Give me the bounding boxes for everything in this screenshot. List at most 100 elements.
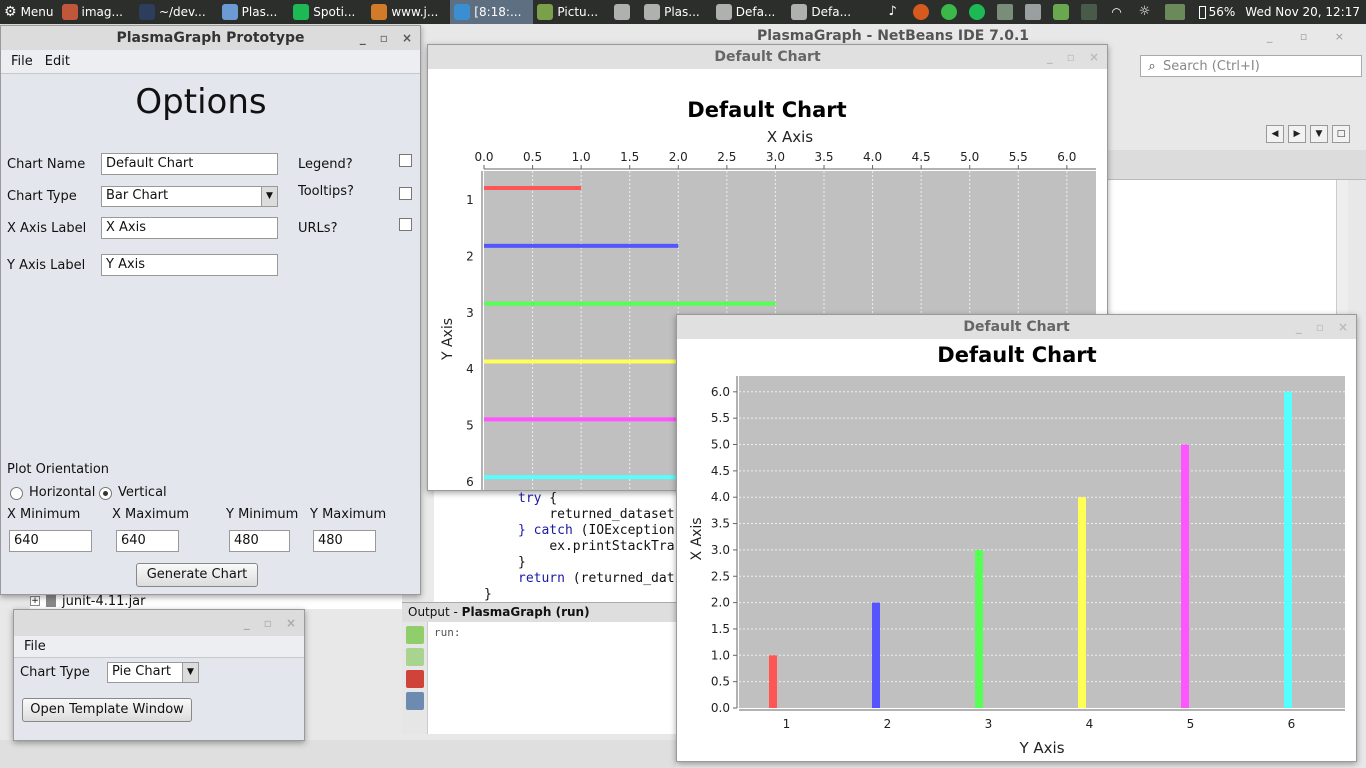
template-window-titlebar[interactable]: _ ▫ × <box>14 610 304 636</box>
editor-area[interactable] <box>1100 180 1336 315</box>
maximize-editor-icon[interactable]: □ <box>1332 125 1350 143</box>
app-icon <box>614 4 631 20</box>
vertical-radio[interactable] <box>99 487 112 500</box>
code-text: } <box>518 555 526 570</box>
netbeans-search-field[interactable]: ⌕ Search (Ctrl+I) <box>1140 55 1362 77</box>
vertical-label: Vertical <box>118 485 167 500</box>
chart-title: Default Chart <box>687 98 846 122</box>
expand-icon[interactable]: + <box>30 596 40 606</box>
open-template-window-button[interactable]: Open Template Window <box>22 698 192 722</box>
scroll-left-icon[interactable]: ◀ <box>1266 125 1284 143</box>
chevron-down-icon[interactable]: ▼ <box>182 663 198 682</box>
taskbar-app[interactable]: Defa... <box>712 0 788 24</box>
taskbar-app[interactable]: Plas... <box>640 0 712 24</box>
taskbar-app[interactable]: Pictu... <box>533 0 610 24</box>
taskbar-app[interactable]: Spoti... <box>289 0 367 24</box>
minimize-icon[interactable]: _ <box>243 616 250 630</box>
wifi-icon[interactable]: ◠ <box>1111 5 1122 19</box>
bar <box>1181 444 1189 708</box>
menu-edit[interactable]: Edit <box>44 54 70 69</box>
music-icon[interactable]: ♪ <box>888 4 897 19</box>
legend-checkbox[interactable] <box>399 154 412 167</box>
taskbar-app[interactable]: [8:18:... <box>450 0 534 24</box>
horizontal-radio[interactable] <box>10 487 23 500</box>
dropbox-icon[interactable] <box>1080 4 1097 20</box>
netbeans-window-controls[interactable]: _ ▫ × <box>1266 30 1356 43</box>
menu-file[interactable]: File <box>11 54 33 69</box>
brightness-icon[interactable]: ☼ <box>1138 4 1151 19</box>
scroll-right-icon[interactable]: ▶ <box>1288 125 1306 143</box>
close-icon[interactable]: × <box>1337 320 1348 334</box>
template-chart-type-select[interactable]: Pie Chart ▼ <box>107 662 199 683</box>
x-min-field[interactable]: 640 <box>9 530 92 552</box>
horizontal-chart-titlebar[interactable]: Default Chart _ ▫ × <box>428 45 1107 69</box>
category-label: 6 <box>1288 717 1296 731</box>
code-line: try { <box>518 491 557 506</box>
tick-label: 1.5 <box>711 622 730 636</box>
taskbar-app[interactable]: ~/dev... <box>135 0 218 24</box>
bar <box>769 655 777 708</box>
minimize-icon[interactable]: _ <box>359 31 366 45</box>
chart-type-select[interactable]: Bar Chart ▼ <box>101 186 278 207</box>
bar <box>1078 497 1086 708</box>
taskbar-app[interactable]: Defa... <box>787 0 863 24</box>
y-min-field[interactable]: 480 <box>229 530 290 552</box>
monitor-icon[interactable] <box>996 4 1013 20</box>
urls-checkbox[interactable] <box>399 218 412 231</box>
battery-icon[interactable] <box>1198 5 1206 19</box>
document-list-icon[interactable]: ▼ <box>1310 125 1328 143</box>
menu-button[interactable]: ⚙ Menu <box>0 0 58 24</box>
close-icon[interactable]: × <box>401 31 412 45</box>
y-axis-field[interactable]: Y Axis <box>101 254 278 276</box>
minimize-icon[interactable]: _ <box>1295 320 1302 334</box>
spotify-icon[interactable] <box>968 4 985 20</box>
rerun-with-params-icon[interactable] <box>406 648 424 666</box>
category-label: 4 <box>1086 717 1094 731</box>
jar-icon <box>46 595 56 607</box>
output-toolbar <box>402 622 428 734</box>
settings-icon[interactable] <box>406 692 424 710</box>
taskbar-app-label: Plas... <box>241 5 278 19</box>
shield-icon[interactable] <box>1052 4 1069 20</box>
chart-name-label: Chart Name <box>7 157 86 172</box>
check-icon[interactable] <box>940 4 957 20</box>
close-tray-icon[interactable] <box>912 4 929 20</box>
x-max-field[interactable]: 640 <box>116 530 179 552</box>
code-editor[interactable]: try { returned_dataset} catch (IOExcepti… <box>420 490 676 602</box>
taskbar-app[interactable]: Plas... <box>218 0 290 24</box>
rerun-icon[interactable] <box>406 626 424 644</box>
taskbar-app[interactable]: imag... <box>58 0 135 24</box>
generate-chart-button[interactable]: Generate Chart <box>136 563 258 587</box>
editor-scrollbar[interactable] <box>1336 180 1348 315</box>
taskbar-app[interactable]: www.j... <box>367 0 450 24</box>
options-window-titlebar[interactable]: PlasmaGraph Prototype _ ▫ × <box>1 26 420 50</box>
chevron-down-icon[interactable]: ▼ <box>261 187 277 206</box>
tick-label: 1.5 <box>620 150 639 164</box>
category-label: 3 <box>985 717 993 731</box>
tick-label: 6.0 <box>1057 150 1076 164</box>
x-axis-field[interactable]: X Axis <box>101 217 278 239</box>
y-max-field[interactable]: 480 <box>313 530 376 552</box>
vertical-chart-titlebar[interactable]: Default Chart _ ▫ × <box>677 315 1356 339</box>
output-panel-header[interactable]: Output - PlasmaGraph (run) <box>402 602 676 622</box>
tick-label: 0.0 <box>711 701 730 715</box>
maximize-icon[interactable]: ▫ <box>1315 320 1324 334</box>
menu-file[interactable]: File <box>24 639 46 654</box>
tools-icon[interactable] <box>1024 4 1041 20</box>
maximize-icon[interactable]: ▫ <box>263 616 272 630</box>
clock[interactable]: Wed Nov 20, 12:17 <box>1245 5 1360 19</box>
taskbar-app[interactable] <box>610 0 640 24</box>
close-icon[interactable]: × <box>1088 50 1099 64</box>
maximize-icon[interactable]: ▫ <box>379 31 388 45</box>
network-icon[interactable] <box>1164 4 1185 20</box>
stop-icon[interactable] <box>406 670 424 688</box>
tooltips-checkbox[interactable] <box>399 187 412 200</box>
template-menubar: File <box>14 636 304 658</box>
maximize-icon[interactable]: ▫ <box>1066 50 1075 64</box>
minimize-icon[interactable]: _ <box>1046 50 1053 64</box>
code-line: } <box>484 587 492 602</box>
project-tree-item[interactable]: + junit-4.11.jar <box>30 593 402 609</box>
code-text: returned_dataset <box>549 507 675 522</box>
close-icon[interactable]: × <box>285 616 296 630</box>
chart-name-field[interactable]: Default Chart <box>101 153 278 175</box>
